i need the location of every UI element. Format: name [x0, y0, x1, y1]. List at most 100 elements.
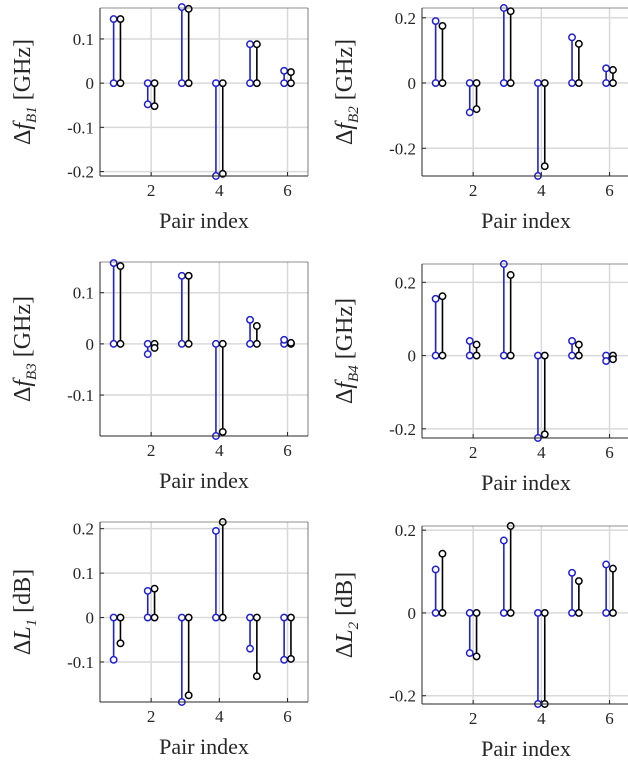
stem-marker	[109, 655, 118, 664]
stem-base-marker	[609, 79, 617, 87]
y-tick-label: 0	[86, 609, 95, 628]
y-tick-label: 0.2	[395, 273, 416, 292]
x-tick-label: 4	[215, 181, 224, 200]
stem-base-marker	[184, 79, 193, 88]
stem-base-marker	[143, 79, 152, 88]
x-tick-label: 6	[605, 443, 614, 462]
stem-base-marker	[472, 79, 481, 87]
x-tick-label: 4	[537, 709, 546, 728]
y-label-variable: f	[10, 377, 36, 387]
stem-marker	[252, 672, 261, 681]
subplot-dfB1: 2 4 6 -0.2 -0.1 0 0.1 Pair index ΔfB1 [GHz]	[10, 3, 309, 233]
x-tick-label: 4	[215, 441, 224, 460]
stem-marker	[246, 40, 254, 49]
stem-base-marker	[218, 79, 227, 88]
stem-base-marker	[280, 613, 289, 622]
stem-base-marker	[438, 79, 447, 87]
stem-base-marker	[287, 613, 295, 622]
y-tick-label: -0.1	[67, 386, 94, 405]
subplot-dL1: 2 4 6 -0.1 0 0.1 0.2 Pair index ΔL1 [dB]	[10, 518, 309, 759]
y-label-variable: f	[10, 120, 36, 130]
stem-base-marker	[499, 79, 508, 87]
stem-base-marker	[109, 339, 118, 348]
stem-marker	[438, 292, 447, 301]
y-axis-label: ΔfB2 [GHz]	[332, 39, 362, 145]
y-tick-label: 0.1	[73, 30, 94, 49]
stem-marker	[568, 33, 576, 42]
stem-marker	[506, 271, 515, 279]
stem-marker	[574, 577, 583, 586]
stem-base-marker	[280, 79, 289, 88]
x-tick-label: 6	[283, 441, 292, 460]
stem-base-marker	[252, 79, 261, 88]
stems-dfB3	[109, 259, 295, 440]
stem-base-marker	[252, 613, 261, 622]
stem-base-marker	[252, 339, 261, 348]
stem-marker	[602, 357, 611, 366]
stem-base-marker	[609, 608, 617, 617]
stem-marker	[280, 335, 289, 344]
y-label-variable: f	[332, 379, 358, 389]
subplot-dfB4: 2 4 6 -0.2 0 0.2 Pair index ΔfB4 [GHz]	[332, 260, 628, 495]
stem-base-marker	[431, 79, 440, 87]
stem-marker	[574, 340, 583, 349]
y-label-unit: [GHz]	[10, 39, 36, 106]
stem-base-marker	[540, 351, 549, 360]
stem-base-marker	[438, 351, 447, 360]
y-tick-label: 0	[408, 347, 417, 366]
stem-marker	[184, 271, 193, 280]
y-tick-label: 0.2	[395, 9, 416, 28]
stem-base-marker	[506, 608, 515, 617]
stem-marker	[609, 564, 617, 573]
stem-base-marker	[465, 79, 474, 87]
x-tick-label: 2	[469, 443, 478, 462]
stem-base-marker	[246, 613, 254, 622]
stem-marker	[246, 644, 254, 653]
y-label-unit: [dB]	[10, 569, 36, 619]
subplot-dfB3: 2 4 6 -0.1 0 0.1 Pair index ΔfB3 [GHz]	[10, 259, 309, 493]
stem-base-marker	[246, 339, 254, 348]
stem-marker	[465, 108, 474, 117]
stem-base-marker	[431, 608, 440, 617]
stem-base-marker	[211, 79, 220, 88]
y-label-delta: Δ	[332, 643, 358, 658]
stem-base-marker	[116, 339, 125, 348]
stem-base-marker	[465, 351, 474, 360]
stem-marker	[465, 649, 474, 658]
stem-marker	[143, 100, 152, 109]
y-axis-label: ΔfB1 [GHz]	[10, 39, 40, 145]
x-tick-label: 2	[469, 709, 478, 728]
stem-base-marker	[602, 79, 611, 87]
stem-base-marker	[109, 613, 118, 622]
stem-marker	[499, 536, 508, 545]
stem-marker	[287, 654, 295, 663]
stem-marker	[109, 15, 118, 24]
stem-marker	[568, 336, 576, 345]
y-label-unit: [dB]	[332, 572, 358, 622]
stem-base-marker	[143, 339, 152, 348]
stem-base-marker	[568, 608, 576, 617]
stem-base-marker	[218, 339, 227, 348]
stem-marker	[540, 162, 549, 171]
stem-base-marker	[177, 339, 186, 348]
x-tick-label: 6	[605, 181, 614, 200]
y-label-variable: f	[332, 120, 358, 130]
stem-marker	[574, 39, 583, 48]
y-axis-label: ΔfB3 [GHz]	[10, 296, 40, 402]
stem-marker	[431, 565, 440, 574]
stem-marker	[184, 691, 193, 700]
stem-base-marker	[438, 608, 447, 617]
stem-base-marker	[116, 79, 125, 88]
stem-base-marker	[246, 79, 254, 88]
stem-base-marker	[116, 613, 125, 622]
x-tick-label: 6	[605, 709, 614, 728]
y-tick-label: 0	[408, 604, 417, 623]
stems-dfB2	[431, 4, 617, 180]
stem-marker	[246, 315, 254, 324]
stem-marker	[472, 652, 481, 661]
x-axis-label: Pair index	[481, 736, 571, 761]
y-tick-label: 0	[408, 74, 417, 93]
x-axis-label: Pair index	[481, 470, 571, 495]
